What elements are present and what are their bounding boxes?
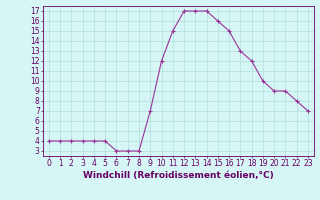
- X-axis label: Windchill (Refroidissement éolien,°C): Windchill (Refroidissement éolien,°C): [83, 171, 274, 180]
